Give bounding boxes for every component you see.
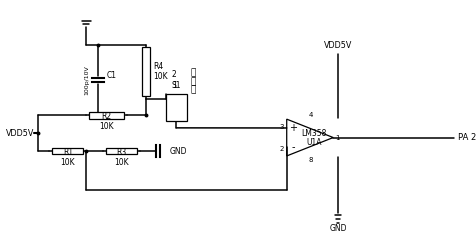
Text: 100p/10V: 100p/10V [85,65,89,95]
Bar [142,47,150,96]
Text: 接: 接 [191,86,196,95]
Text: 离: 离 [191,68,196,77]
Text: 2: 2 [279,145,284,152]
Bar [52,148,83,154]
Text: C1: C1 [107,71,117,80]
Text: R3
10K: R3 10K [114,148,129,167]
Text: LM358: LM358 [301,129,327,138]
Text: VDD5V: VDD5V [324,41,352,50]
Bar [106,148,137,154]
Text: R4
10K: R4 10K [153,62,168,81]
Text: 2: 2 [172,70,177,79]
Text: -: - [292,142,295,152]
Text: U1A: U1A [306,138,321,147]
Text: 1: 1 [172,81,177,90]
Text: 距: 距 [191,77,196,86]
Text: +: + [289,123,298,133]
Text: PA 2: PA 2 [458,133,476,142]
Text: 1: 1 [335,135,340,141]
Text: VDD5V: VDD5V [6,129,34,138]
Bar [89,112,124,119]
Text: 3: 3 [279,124,284,129]
Text: 4: 4 [309,112,313,118]
Bar [166,94,187,121]
Text: 8: 8 [308,157,313,163]
Text: R2
10K: R2 10K [99,112,114,131]
Text: GND: GND [329,224,347,233]
Text: R1
10K: R1 10K [60,148,75,167]
Text: GND: GND [169,147,187,156]
Text: S1: S1 [171,81,181,90]
